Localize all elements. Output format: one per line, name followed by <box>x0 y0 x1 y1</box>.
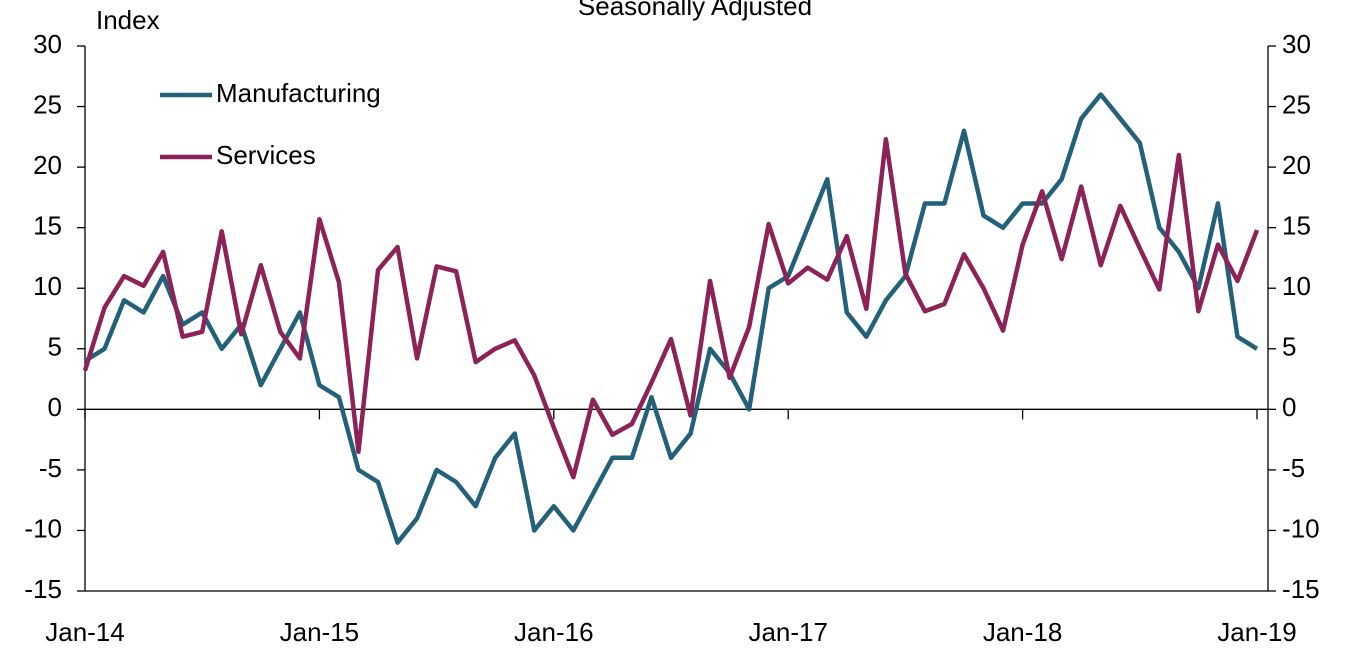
y-tick-label: 0 <box>48 392 62 422</box>
y-tick-label: 30 <box>33 29 62 59</box>
y-tick-label: 10 <box>33 271 62 301</box>
y-tick-label: 20 <box>33 150 62 180</box>
x-tick-label: Jan-16 <box>514 617 594 647</box>
series-line <box>82 137 1260 480</box>
y2-tick-label: 15 <box>1282 211 1311 241</box>
y-tick-label: 5 <box>48 332 62 362</box>
x-tick-label: Jan-19 <box>1217 617 1297 647</box>
y2-tick-label: 10 <box>1282 271 1311 301</box>
x-tick-label: Jan-18 <box>983 617 1063 647</box>
x-tick-label: Jan-17 <box>748 617 828 647</box>
y2-tick-label: -5 <box>1282 453 1305 483</box>
series-line <box>83 92 1259 545</box>
y2-tick-label: 25 <box>1282 89 1311 119</box>
y2-tick-label: 30 <box>1282 29 1311 59</box>
y-tick-label: 25 <box>33 89 62 119</box>
legend-label: Manufacturing <box>216 78 381 108</box>
y2-tick-label: -15 <box>1282 574 1320 604</box>
y-tick-label: -15 <box>24 574 62 604</box>
x-tick-label: Jan-15 <box>280 617 360 647</box>
y2-tick-label: -10 <box>1282 513 1320 543</box>
legend-label: Services <box>216 140 316 170</box>
x-tick-label: Jan-14 <box>45 617 125 647</box>
y-axis-label: Index <box>96 5 160 35</box>
y2-tick-label: 20 <box>1282 150 1311 180</box>
y2-tick-label: 5 <box>1282 332 1296 362</box>
y2-tick-label: 0 <box>1282 392 1296 422</box>
y-tick-label: -5 <box>39 453 62 483</box>
y-tick-label: 15 <box>33 211 62 241</box>
chart-subtitle: Seasonally Adjusted <box>578 0 812 21</box>
y-tick-label: -10 <box>24 513 62 543</box>
